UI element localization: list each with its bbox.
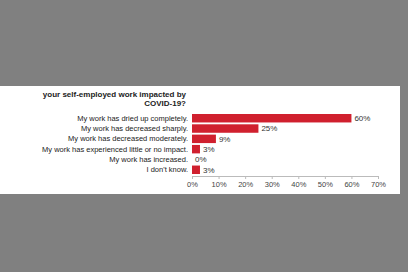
tick-mark	[192, 176, 193, 179]
tick-mark	[298, 176, 299, 179]
tick-label: 40%	[291, 180, 306, 189]
bar	[192, 124, 258, 132]
bar	[192, 135, 216, 143]
axis-line	[192, 115, 193, 175]
bar	[192, 145, 200, 153]
tick: 30%	[265, 176, 280, 189]
tick: 20%	[238, 176, 253, 189]
bar	[192, 114, 351, 122]
category-label: I don't know.	[147, 165, 188, 174]
category-label: My work has experienced little or no imp…	[42, 145, 188, 154]
category-label: My work has decreased moderately.	[68, 134, 188, 143]
data-label: 3%	[203, 166, 215, 175]
x-axis: 0% 10% 20% 30% 40% 50% 60% 70%	[187, 176, 386, 189]
tick: 70%	[371, 176, 386, 189]
title: your self-employed work impacted byCOVID…	[43, 90, 187, 108]
tick-label: 0%	[187, 180, 198, 189]
bars	[192, 114, 351, 174]
tick: 0%	[187, 176, 198, 189]
data-label: 25%	[261, 124, 277, 133]
data-label: 60%	[354, 114, 370, 123]
tick: 10%	[212, 176, 227, 189]
tick-label: 20%	[238, 180, 253, 189]
tick: My work has decreased moderately.	[68, 134, 192, 143]
tick: 40%	[291, 176, 306, 189]
tick: My work has increased.	[109, 155, 192, 164]
tick: My work has dried up completely.	[77, 114, 192, 123]
tick-mark	[378, 176, 379, 179]
bar	[192, 166, 200, 174]
tick: My work has decreased sharply.	[81, 124, 192, 133]
y-axis: My work has dried up completely.My work …	[42, 114, 192, 175]
tick-mark	[245, 176, 246, 179]
chart: your self-employed work impacted byCOVID…	[0, 0, 408, 272]
panel	[0, 86, 400, 194]
tick: I don't know.	[147, 165, 192, 174]
tick-label: 10%	[212, 180, 227, 189]
data-label: 9%	[219, 135, 231, 144]
tick: My work has experienced little or no imp…	[42, 145, 192, 154]
tick: 60%	[344, 176, 359, 189]
data-label: 3%	[203, 145, 215, 154]
category-label: My work has dried up completely.	[77, 114, 188, 123]
tick-label: 60%	[344, 180, 359, 189]
category-label: My work has decreased sharply.	[81, 124, 188, 133]
tick-mark	[325, 176, 326, 179]
category-label: My work has increased.	[109, 155, 188, 164]
tick-mark	[272, 176, 273, 179]
data-label: 0%	[195, 155, 207, 164]
tick-mark	[219, 176, 220, 179]
tick-mark	[351, 176, 352, 179]
tick-label: 50%	[318, 180, 333, 189]
tick-label: 70%	[371, 180, 386, 189]
tick: 50%	[318, 176, 333, 189]
tick-label: 30%	[265, 180, 280, 189]
bar	[192, 155, 193, 163]
axis-line	[193, 177, 379, 180]
